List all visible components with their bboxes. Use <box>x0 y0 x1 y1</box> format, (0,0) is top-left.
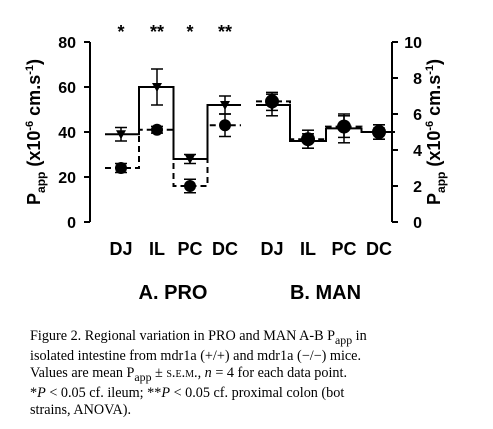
caption-line-4: *P < 0.05 cf. ileum; **P < 0.05 cf. prox… <box>30 385 345 402</box>
right-y-tick-label: 0 <box>413 215 422 232</box>
right-y-tick-label: 6 <box>413 107 422 124</box>
panel-b-category-label: DC <box>366 239 392 259</box>
panel-a-triangle-point <box>152 83 162 92</box>
panel-a-significance-marker: * <box>117 22 124 42</box>
left-y-tick-label: 0 <box>67 215 76 232</box>
right-y-tick-label: 8 <box>413 71 422 88</box>
caption-line-3: Values are mean Papp ± s.e.m., n = 4 for… <box>30 364 348 384</box>
panel-b-panel-label: B. MAN <box>290 282 361 304</box>
panel-b-category-label: DJ <box>260 239 283 259</box>
panel-b-circle-point <box>337 119 351 134</box>
panel-a-significance-marker: ** <box>218 22 232 42</box>
panel-a-circle-point <box>184 180 196 192</box>
left-y-tick-label: 20 <box>58 170 76 187</box>
panel-a-panel-label: A. PRO <box>139 282 208 304</box>
caption-line-2: isolated intestine from mdr1a (+/+) and … <box>30 348 362 365</box>
panel-a-series-1-step-line <box>105 86 241 160</box>
figure-caption: Figure 2. Regional variation in PRO and … <box>30 328 470 418</box>
left-y-axis-title: Papp (x10-6 cm.s-1) <box>24 59 48 205</box>
panel-a-significance-marker: * <box>186 22 193 42</box>
panel-b-category-label: PC <box>331 239 356 259</box>
figure-2: 0 20 40 60 80 0 2 4 6 8 10 Papp (x10-6 cm.s-1) Papp … <box>24 22 448 304</box>
panel-a-series-2-step-line <box>105 124 241 187</box>
caption-line-5: strains, ANOVA). <box>30 401 132 418</box>
panel-a-triangle-point <box>220 101 230 110</box>
panel-a-triangle-point <box>185 155 195 164</box>
caption-figure-label: Figure 2. <box>30 328 82 344</box>
left-y-tick-label: 40 <box>58 125 76 142</box>
right-y-tick-label: 4 <box>413 143 422 160</box>
panel-a-significance-marker: ** <box>150 22 164 42</box>
panel-a-category-label: PC <box>177 239 202 259</box>
panel-a-category-label: IL <box>149 239 165 259</box>
panel-a-circle-point <box>219 119 231 132</box>
right-y-tick-label: 2 <box>413 179 422 196</box>
caption-line-1: Figure 2. Regional variation in PRO and … <box>30 328 367 347</box>
left-y-tick-label: 80 <box>58 35 76 52</box>
panel-b-series-2-step-line <box>256 100 395 141</box>
panel-b-circle-point <box>372 125 386 139</box>
right-y-tick-label: 10 <box>404 35 422 52</box>
panel-a-circle-point <box>151 123 163 136</box>
panel-a-triangle-point <box>116 130 126 140</box>
right-y-axis-title: Papp (x10-6 cm.s-1) <box>424 59 448 205</box>
panel-a-category-label: DC <box>212 239 238 259</box>
panel-a-circle-point <box>115 162 127 174</box>
panel-b-category-label: IL <box>300 239 316 259</box>
left-y-tick-label: 60 <box>58 80 76 97</box>
panel-a-category-label: DJ <box>109 239 132 259</box>
panel-b-circle-point <box>265 94 279 109</box>
panel-b-circle-point <box>301 132 315 147</box>
